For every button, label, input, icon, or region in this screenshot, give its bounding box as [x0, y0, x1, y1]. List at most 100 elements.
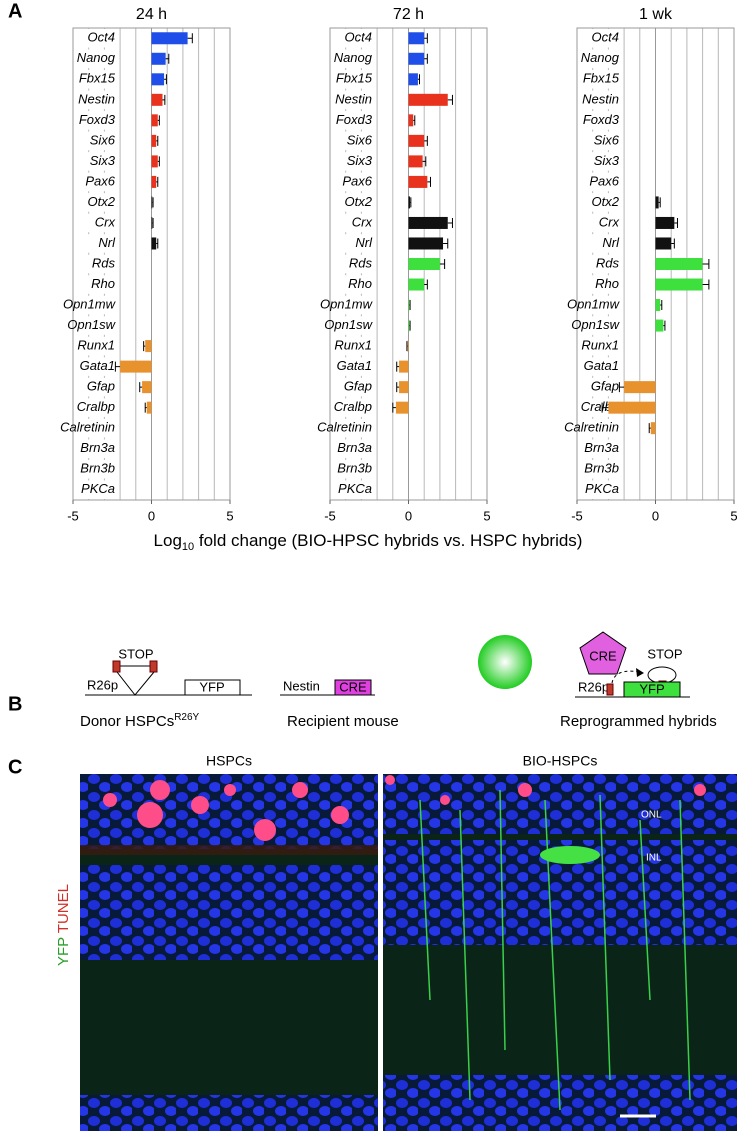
- image-title: BIO-HSPCs: [523, 753, 598, 769]
- cre-pentagon: [579, 631, 627, 675]
- loxp-site: [149, 660, 158, 673]
- error-bar: [417, 74, 420, 85]
- label-backdrop: [331, 49, 375, 69]
- category-label: Brn3b: [584, 461, 619, 476]
- panel-label: A: [8, 0, 22, 22]
- error-bar: [422, 156, 427, 167]
- label-backdrop: [578, 111, 622, 130]
- category-label: Rds: [596, 255, 620, 270]
- process: [599, 794, 611, 1081]
- label-backdrop: [74, 418, 118, 438]
- label-backdrop: [331, 480, 375, 499]
- bar: [655, 299, 661, 312]
- category-label: Nrl: [602, 235, 620, 250]
- error-bar: [443, 238, 449, 249]
- loxp-triangle: [116, 671, 155, 696]
- error-bar: [156, 176, 159, 187]
- bar: [151, 93, 163, 106]
- category-label: Six6: [347, 132, 373, 147]
- category-label: PKCa: [585, 481, 619, 496]
- bar: [655, 237, 672, 250]
- stain-legend: YFP TUNEL: [55, 884, 72, 966]
- donor-label: Donor HSPCsR26Y: [80, 712, 200, 730]
- label-backdrop: [331, 111, 375, 130]
- category-label: Gfap: [344, 379, 372, 394]
- bar: [608, 401, 656, 414]
- category-label: Gfap: [591, 379, 619, 394]
- bar: [151, 73, 165, 86]
- label-backdrop: [331, 418, 375, 438]
- process: [679, 799, 691, 1101]
- yfp-box: [184, 679, 241, 696]
- error-bar: [702, 259, 710, 269]
- error-bar: [156, 238, 159, 249]
- bar: [151, 32, 188, 45]
- label-backdrop: [331, 357, 375, 376]
- category-label: Nrl: [355, 235, 373, 250]
- label-backdrop: [74, 234, 118, 253]
- bar: [151, 134, 157, 147]
- gcl-layer: [80, 1095, 378, 1131]
- label-backdrop: [74, 439, 118, 458]
- cre-box: [334, 679, 372, 696]
- bar: [655, 319, 664, 332]
- label-backdrop: [74, 480, 118, 499]
- label-backdrop: [74, 111, 118, 130]
- label-backdrop: [331, 275, 375, 294]
- label-backdrop: [331, 316, 375, 335]
- bar: [151, 114, 158, 127]
- bar: [655, 278, 703, 291]
- category-label: Pax6: [342, 173, 372, 188]
- chart-title: 24 h: [136, 6, 167, 23]
- process: [419, 799, 431, 1001]
- category-label: Rho: [595, 276, 619, 291]
- tunel-band: [80, 845, 378, 855]
- category-label: Nestin: [78, 91, 115, 106]
- x-tick-label: 0: [405, 508, 412, 523]
- label-backdrop: [74, 295, 118, 315]
- bar: [408, 73, 418, 86]
- x-tick-label: 5: [226, 508, 233, 523]
- stop-label: STOP: [118, 646, 153, 661]
- category-label: Fbx15: [583, 71, 620, 86]
- x-tick-label: -5: [324, 508, 336, 523]
- label-backdrop: [578, 29, 622, 48]
- category-label: Otx2: [88, 194, 116, 209]
- label-backdrop: [578, 459, 622, 479]
- label-backdrop: [578, 336, 622, 356]
- bar: [650, 422, 656, 435]
- inl-label: INL: [646, 853, 662, 864]
- tunel-spot: [191, 796, 209, 814]
- category-label: Rho: [91, 276, 115, 291]
- stain-red: TUNEL: [55, 884, 72, 933]
- label-backdrop: [331, 29, 375, 48]
- bar: [408, 175, 428, 188]
- category-label: Nanog: [77, 50, 116, 65]
- category-label: Oct4: [88, 30, 115, 45]
- arrow-head: [636, 668, 644, 677]
- error-bar: [410, 197, 412, 208]
- image-title: HSPCs: [206, 753, 252, 769]
- category-label: Six3: [347, 153, 373, 168]
- tunel-spot: [518, 783, 532, 797]
- category-label: Opn1mw: [320, 296, 374, 311]
- category-label: Brn3a: [337, 440, 372, 455]
- label-backdrop: [578, 480, 622, 499]
- label-backdrop: [74, 172, 118, 192]
- label-backdrop: [578, 377, 622, 397]
- category-label: Gfap: [87, 379, 115, 394]
- category-label: Gata1: [80, 358, 115, 373]
- label-backdrop: [578, 152, 622, 171]
- category-label: Crx: [95, 214, 116, 229]
- bar: [408, 278, 425, 291]
- onl-label: ONL: [641, 810, 662, 821]
- inl-layer: [80, 865, 378, 960]
- label-backdrop: [74, 398, 118, 417]
- bar: [407, 340, 409, 353]
- x-tick-label: -5: [571, 508, 583, 523]
- category-label: Six3: [594, 153, 620, 168]
- category-label: Foxd3: [79, 112, 116, 127]
- error-bar: [114, 361, 121, 372]
- category-label: PKCa: [338, 481, 372, 496]
- bar: [408, 93, 448, 106]
